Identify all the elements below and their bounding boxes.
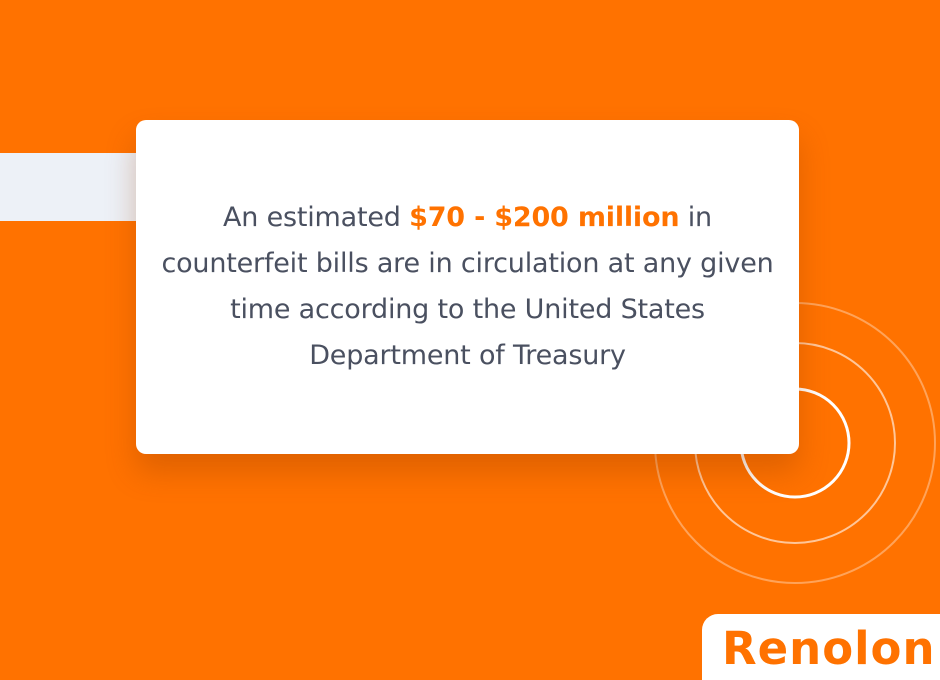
quote-line3: time according to the United States <box>230 294 705 325</box>
brand-badge <box>702 614 940 680</box>
quote-line1-suffix: in <box>679 202 712 233</box>
decorative-band <box>0 153 150 221</box>
quote-line4: Department of Treasury <box>309 340 626 371</box>
quote-card: An estimated $70 - $200 million in count… <box>136 120 799 454</box>
brand-logo-text: Renolon <box>722 622 936 675</box>
quote-text: An estimated $70 - $200 million in count… <box>142 195 793 379</box>
quote-prefix: An estimated <box>223 202 410 233</box>
quote-highlight-amount: $70 - $200 million <box>409 202 680 233</box>
quote-line2: counterfeit bills are in circulation at … <box>161 248 774 279</box>
